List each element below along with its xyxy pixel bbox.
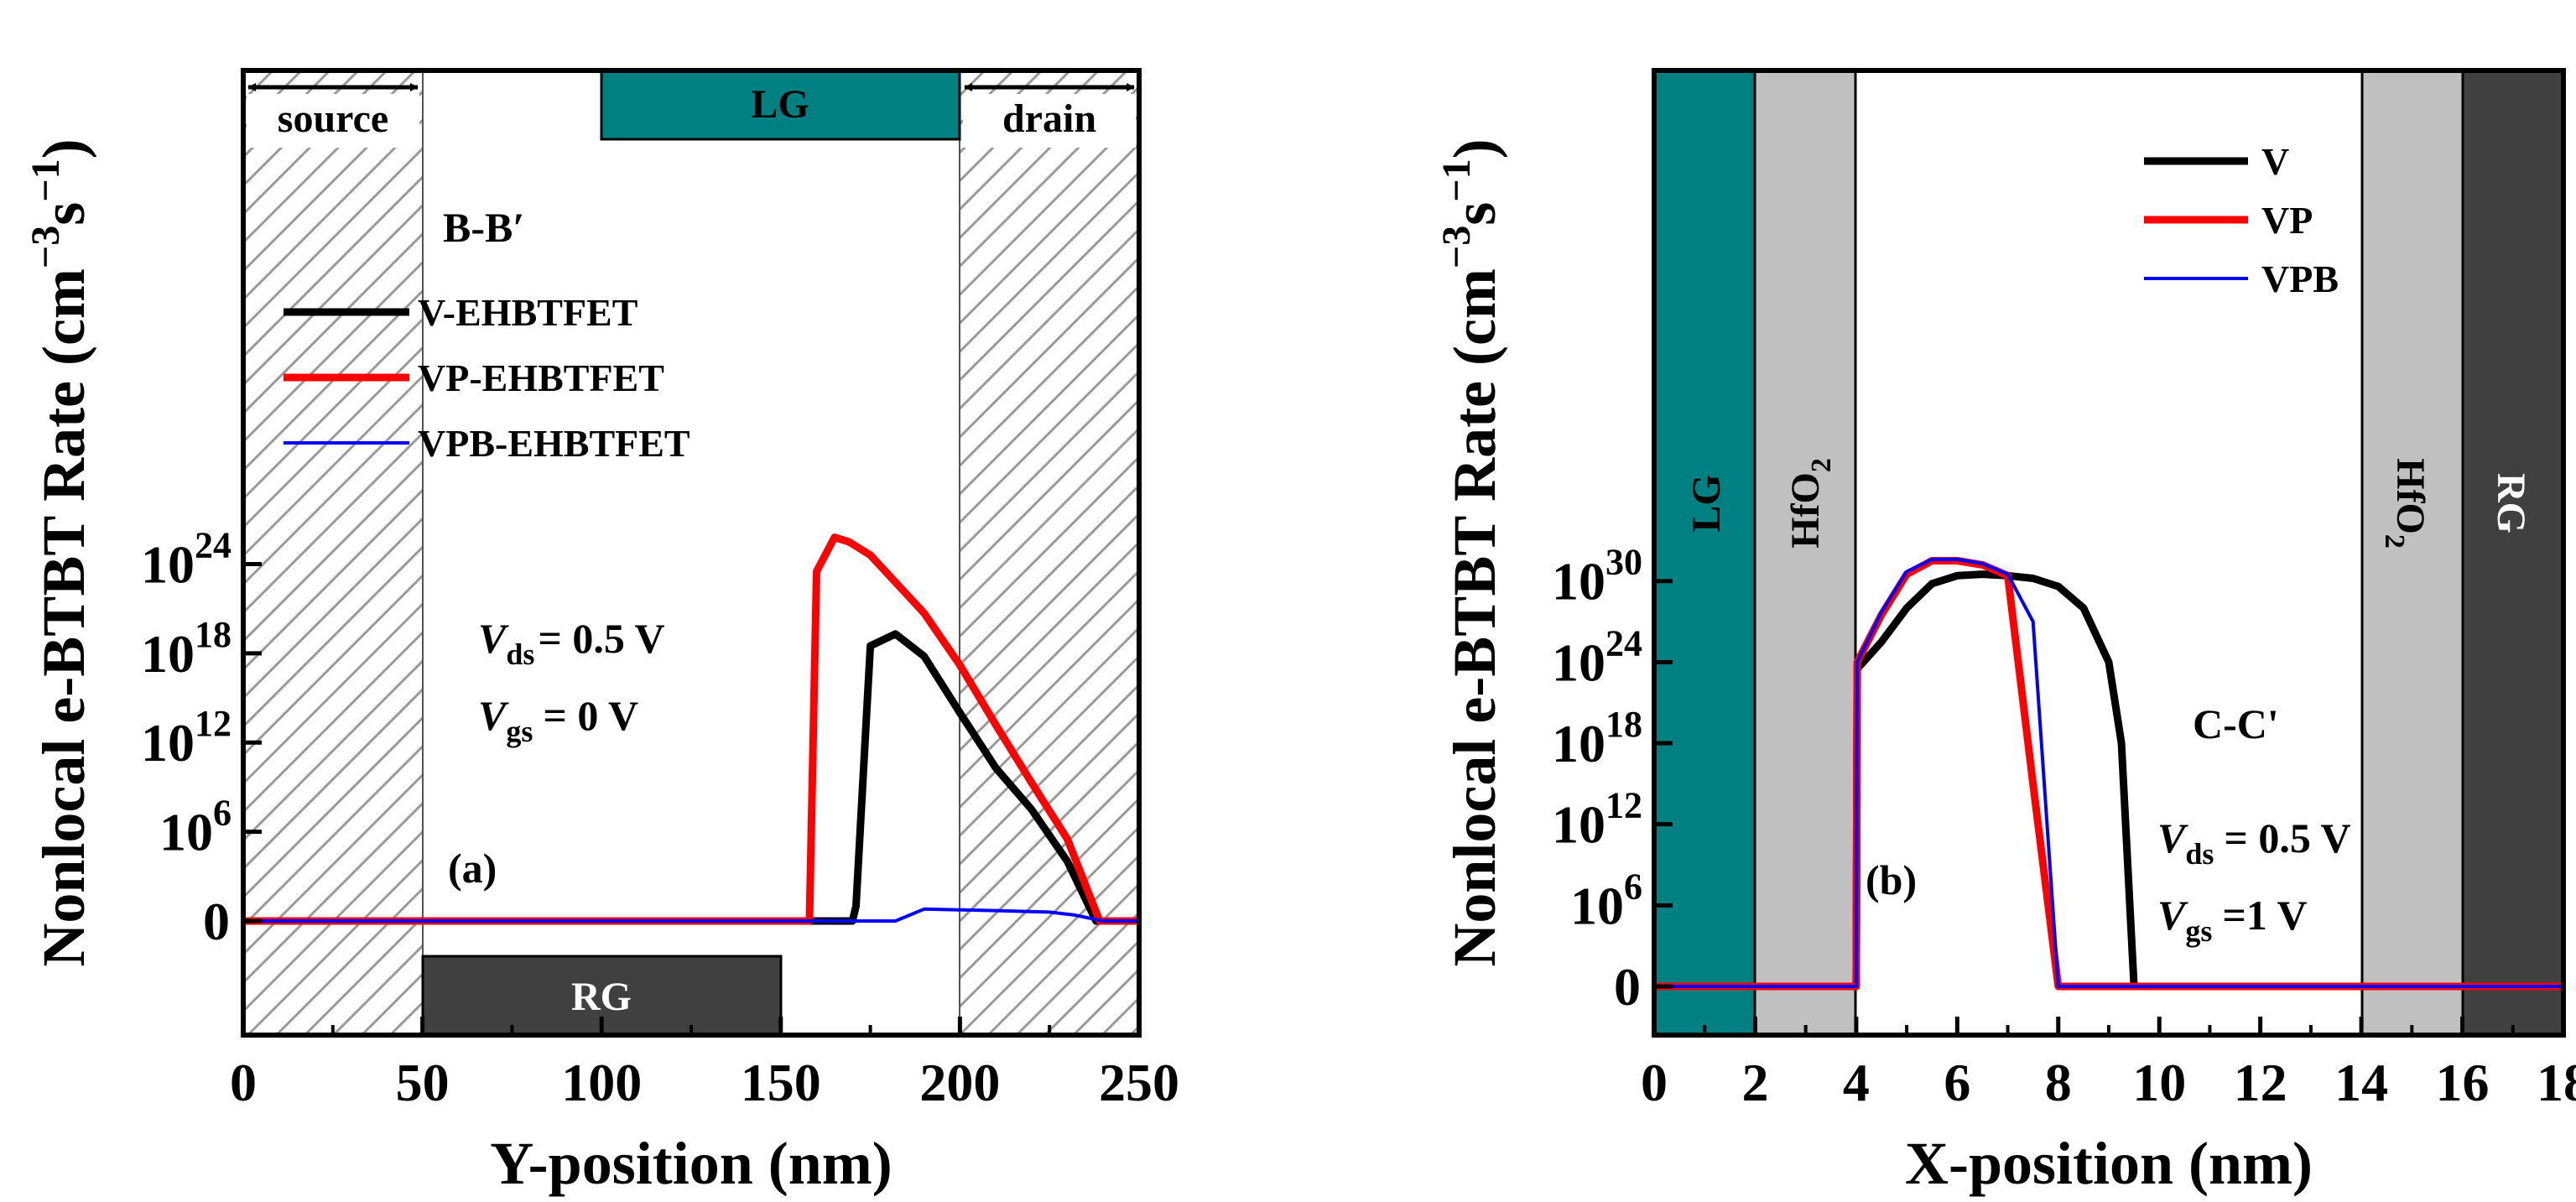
- left-oxide-label: HfO2: [1783, 458, 1837, 549]
- lg-gate-a: [600, 69, 961, 141]
- x-tick-label: 16: [2436, 1053, 2490, 1112]
- y-ticks-b: 0 106 1012 1018 1024 1030: [1552, 542, 1673, 1017]
- x-tick-label: 250: [1099, 1053, 1179, 1112]
- source-region: [243, 70, 423, 1035]
- x-tick-label: 100: [561, 1053, 642, 1112]
- y-ticks-a: 0 106 1012 1018 1024: [141, 524, 262, 951]
- x-tick-label: 14: [2334, 1053, 2388, 1112]
- y-tick-label: 1024: [141, 524, 232, 594]
- right-oxide-label: HfO2: [2379, 458, 2433, 549]
- y-axis-title-b: Nonlocal e-BTBT Rate (cm−3s−1): [1434, 138, 1508, 966]
- x-axis-title-a: Y-position (nm): [490, 1130, 892, 1197]
- y-tick-label: 1018: [1552, 704, 1642, 773]
- x-tick-label: 10: [2132, 1053, 2186, 1112]
- lg-label-b: LG: [1684, 474, 1729, 532]
- right-oxide-region: [2362, 70, 2463, 1035]
- x-axis-title-b: X-position (nm): [1905, 1130, 2313, 1197]
- y-tick-label: 1030: [1552, 542, 1642, 611]
- drain-region: [960, 70, 1139, 1035]
- source-label-bg: [247, 94, 419, 148]
- legend-label-vp: VP: [2261, 199, 2313, 242]
- x-tick-label: 8: [2045, 1053, 2072, 1112]
- series-group-b: [1654, 557, 2563, 991]
- left-oxide-region: [1755, 70, 1855, 1035]
- rg-gate-label-a: RG: [571, 975, 632, 1019]
- y-tick-label: 106: [1570, 866, 1642, 935]
- x-tick-label: 18: [2537, 1053, 2576, 1112]
- rg-region-b: [2463, 70, 2563, 1035]
- y-tick-label: 0: [1614, 957, 1641, 1017]
- vgs-label-b: Vgs =1 V: [2157, 892, 2308, 948]
- panel-label-a: (a): [448, 845, 497, 892]
- x-tick-label: 200: [919, 1053, 1000, 1112]
- y-tick-label: 106: [159, 793, 232, 862]
- legend-b: V VP VPB: [2144, 140, 2339, 300]
- x-ticks-a: 0 50 100 150 200 250: [230, 1017, 1179, 1112]
- legend-label-vpb-ehbtfet: VPB-EHBTFET: [418, 422, 690, 465]
- lg-region-b: [1654, 70, 1755, 1035]
- x-tick-label: 6: [1944, 1053, 1970, 1112]
- source-label: source: [278, 96, 388, 141]
- panel-label-b: (b): [1866, 856, 1917, 903]
- x-tick-label: 0: [1641, 1053, 1668, 1112]
- x-tick-label: 0: [230, 1053, 257, 1112]
- vgs-label-a: Vgs = 0 V: [478, 692, 638, 748]
- x-ticks-b: 0 2 4 6 8 10 12 14 16 18: [1641, 1017, 2576, 1112]
- x-tick-label: 2: [1741, 1053, 1768, 1112]
- x-tick-label: 150: [741, 1053, 821, 1112]
- series-line-vpb: [1654, 557, 2563, 988]
- lg-gate-label-a: LG: [751, 82, 809, 127]
- series-line-v: [1654, 570, 2563, 991]
- y-tick-label: 1018: [141, 614, 232, 684]
- region-dividers-b: [1753, 70, 2464, 1035]
- x-tick-label: 4: [1843, 1053, 1870, 1112]
- series-line-vp-ehbtfet: [243, 533, 1139, 925]
- legend-label-vp-ehbtfet: VP-EHBTFET: [418, 356, 664, 399]
- series-line-vpb-ehbtfet: [243, 907, 1139, 923]
- panel-b: LG HfO2 HfO2 RG 024681012141618 01061012…: [1434, 68, 2576, 1197]
- drain-label-bg: [963, 94, 1136, 148]
- rg-label-b: RG: [2489, 473, 2533, 533]
- panel-a: source drain LG RG 0 50 100 150 200 250 0 106 1…: [23, 68, 1179, 1197]
- y-tick-label: 0: [203, 892, 230, 951]
- series-line-v-ehbtfet: [243, 630, 1139, 925]
- y-tick-label: 1024: [1552, 622, 1642, 692]
- y-tick-label: 1012: [141, 703, 232, 773]
- legend-label-v-ehbtfet: V-EHBTFET: [418, 291, 637, 334]
- cut-label-a: B-B′: [443, 204, 524, 251]
- x-tick-label: 50: [396, 1053, 450, 1112]
- legend-a: V-EHBTFET VP-EHBTFET VPB-EHBTFET: [284, 291, 690, 465]
- y-axis-title-a: Nonlocal e-BTBT Rate (cm−3s−1): [23, 138, 97, 966]
- vds-label-b: Vds = 0.5 V: [2157, 814, 2351, 871]
- vds-label-a: Vds= 0.5 V: [478, 615, 665, 671]
- x-tick-label: 12: [2234, 1053, 2287, 1112]
- drain-label: drain: [1002, 96, 1096, 141]
- legend-label-v: V: [2261, 140, 2289, 183]
- series-group-a: [243, 533, 1139, 925]
- cut-label-b: C-C': [2193, 700, 2279, 747]
- legend-label-vpb: VPB: [2261, 258, 2339, 300]
- y-tick-label: 1012: [1552, 785, 1642, 855]
